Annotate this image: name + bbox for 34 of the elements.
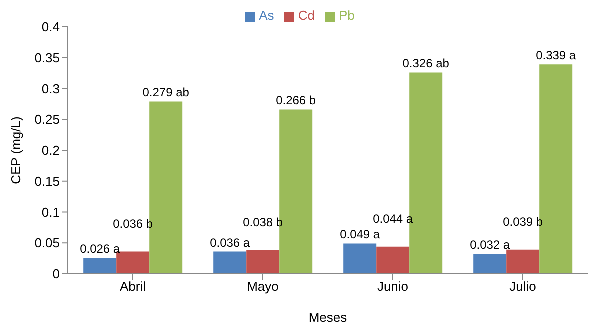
y-tick-label: 0 [52,266,60,282]
y-tick-label: 0.35 [34,50,60,66]
data-label: 0.049 a [340,228,380,242]
x-tick-label: Junio [377,279,409,294]
x-tick-label: Julio [510,279,536,294]
data-label: 0.279 ab [142,86,190,100]
y-tick-label: 0.25 [34,112,60,128]
bar [474,254,507,274]
legend-label: Pb [338,8,355,23]
data-label: 0.026 a [80,242,120,256]
y-tick-label: 0.05 [34,236,60,251]
y-axis-title: CEP (mg/L) [8,116,24,184]
bar [376,246,410,274]
data-label: 0.339 a [536,48,576,63]
y-tick-label: 0.4 [42,20,60,35]
bar [344,244,377,274]
bar [246,250,280,274]
data-label: 0.032 a [470,238,510,252]
y-tick-label: 0.15 [34,174,60,189]
bar [84,258,117,274]
y-tick-label: 0.3 [42,81,60,96]
data-label: 0.036 a [210,236,250,250]
legend-label: Cd [298,8,315,23]
x-axis-title: Meses [308,310,348,325]
data-label: 0.266 b [276,94,316,108]
y-tick-label: 0.1 [42,204,60,220]
bar [214,252,247,274]
legend-label: As [259,8,274,23]
bar [506,250,540,274]
x-tick-label: Mayo [247,279,279,294]
y-tick-label: 0.2 [42,143,60,158]
data-label: 0.326 ab [402,56,450,71]
bar [116,252,150,274]
x-tick-label: Abril [120,279,146,294]
